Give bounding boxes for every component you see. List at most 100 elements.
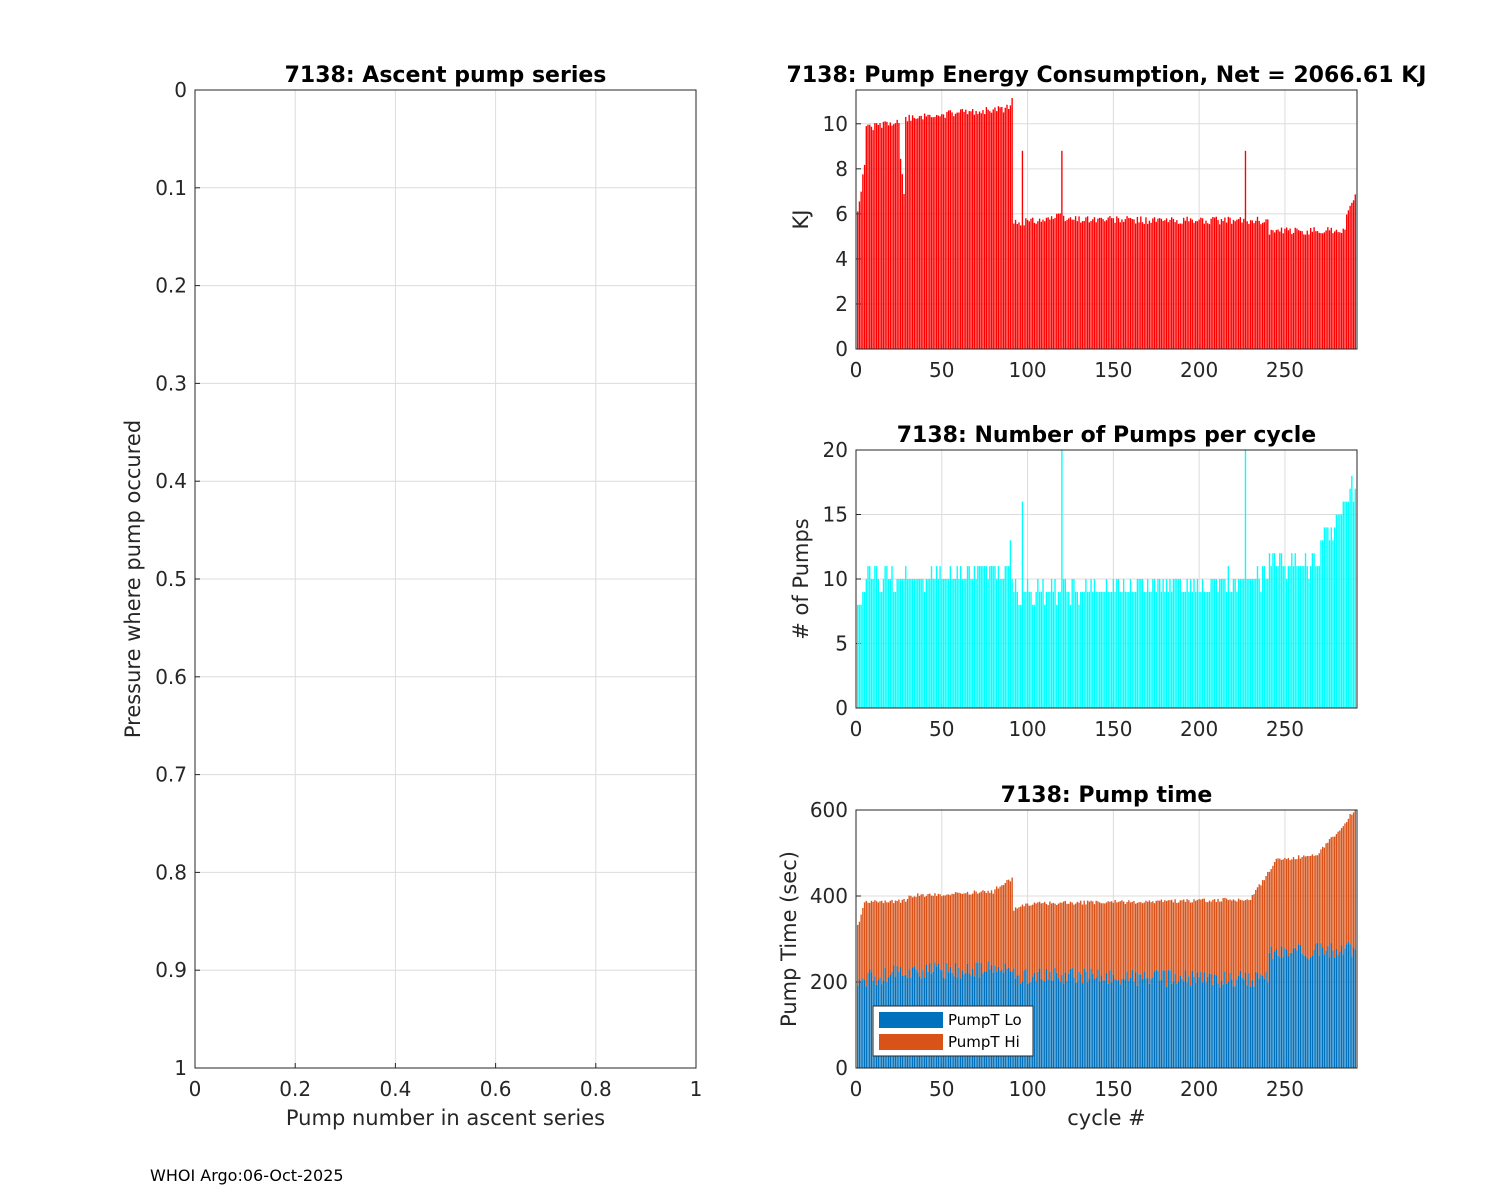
bar-pumpt-hi: [1191, 902, 1193, 971]
bar-pumpt-lo: [1195, 982, 1197, 1068]
bar-pumpt-hi: [939, 894, 941, 970]
bar-pumpt-lo: [1258, 978, 1260, 1068]
bar: [1110, 218, 1113, 349]
bar: [1081, 591, 1084, 708]
bar-pumpt-lo: [1212, 984, 1214, 1068]
y-tick-label: 0.5: [155, 567, 187, 591]
bar-pumpt-hi: [1315, 855, 1317, 944]
bar: [1208, 591, 1211, 708]
bar-pumpt-hi: [1001, 885, 1003, 970]
bar: [990, 566, 993, 708]
bar-pumpt-lo: [1143, 971, 1145, 1068]
bar: [1159, 579, 1161, 708]
bar: [1066, 219, 1068, 349]
chart-title: 7138: Number of Pumps per cycle: [897, 423, 1316, 448]
bar-pumpt-hi: [881, 900, 883, 985]
bar: [1126, 591, 1128, 708]
bar: [1244, 150, 1247, 349]
bar-pumpt-lo: [1346, 944, 1348, 1068]
bar: [994, 107, 996, 349]
bar-pumpt-hi: [1088, 901, 1091, 979]
bar-pumpt-hi: [920, 894, 922, 979]
bar-pumpt-lo: [1285, 949, 1288, 1068]
bar: [1272, 230, 1274, 349]
bar-pumpt-lo: [862, 978, 864, 1068]
bar-pumpt-lo: [1164, 970, 1166, 1068]
bar: [1129, 579, 1132, 708]
bar: [1037, 579, 1039, 708]
bar: [958, 579, 960, 708]
bar-pumpt-hi: [970, 894, 972, 976]
bar: [1146, 223, 1149, 349]
bar: [1198, 591, 1200, 708]
bar: [857, 604, 859, 708]
bar-pumpt-lo: [1224, 971, 1226, 1068]
bar-pumpt-hi: [884, 900, 886, 968]
bar-pumpt-hi: [1208, 900, 1211, 974]
bar: [1311, 231, 1314, 349]
bar: [1028, 221, 1030, 349]
bar: [1225, 591, 1228, 708]
bar-pumpt-lo: [1299, 945, 1302, 1068]
bar: [1196, 579, 1199, 708]
bar: [903, 579, 905, 708]
bar: [1210, 218, 1212, 349]
bar-pumpt-hi: [1181, 900, 1183, 979]
bar: [1073, 579, 1075, 708]
bar: [875, 123, 878, 349]
bar: [896, 119, 898, 349]
bar: [1256, 216, 1259, 349]
bar: [877, 124, 879, 349]
bar-pumpt-hi: [1045, 903, 1048, 969]
bar: [975, 110, 977, 350]
bar-pumpt-lo: [1086, 982, 1089, 1068]
bar-pumpt-hi: [1251, 894, 1254, 981]
bar-pumpt-hi: [1195, 900, 1197, 983]
bar: [860, 191, 862, 349]
bar-pumpt-hi: [968, 894, 970, 974]
bar-pumpt-lo: [1322, 947, 1324, 1068]
bar: [889, 122, 891, 349]
bar-pumpt-lo: [1093, 978, 1096, 1068]
bar-pumpt-hi: [1167, 900, 1169, 971]
bar: [1268, 234, 1271, 349]
bar: [956, 566, 958, 708]
bar-pumpt-lo: [1239, 970, 1242, 1068]
bar: [937, 115, 940, 349]
bar: [1246, 579, 1248, 708]
bar: [985, 107, 988, 349]
x-tick-label: 50: [929, 358, 954, 382]
bar: [1160, 591, 1163, 708]
bar: [1256, 566, 1259, 708]
bar-pumpt-hi: [1205, 901, 1207, 983]
bar: [1260, 591, 1262, 708]
bar: [1044, 221, 1046, 349]
bar-pumpt-lo: [1313, 949, 1315, 1068]
bar-pumpt-lo: [1145, 978, 1147, 1068]
bar: [1162, 579, 1164, 708]
bar: [908, 114, 910, 349]
bar-pumpt-hi: [908, 895, 910, 970]
bar: [1004, 566, 1006, 708]
bar-pumpt-lo: [1270, 946, 1272, 1068]
bar: [1088, 591, 1091, 708]
bar-pumpt-hi: [1078, 902, 1080, 972]
bar-pumpt-hi: [1219, 901, 1221, 988]
bar-pumpt-lo: [1038, 968, 1041, 1068]
bar-pumpt-hi: [1279, 858, 1281, 958]
bar-pumpt-lo: [1308, 959, 1310, 1068]
bar: [1071, 579, 1073, 708]
bar: [1095, 591, 1097, 708]
bar-pumpt-lo: [1342, 954, 1344, 1068]
bar-pumpt-hi: [1207, 902, 1209, 977]
bar: [1165, 579, 1168, 708]
bar: [1340, 233, 1343, 349]
bar: [1174, 579, 1176, 708]
bar-pumpt-lo: [1200, 972, 1202, 1068]
bar: [870, 126, 873, 349]
bar: [992, 566, 994, 708]
bar: [1083, 221, 1085, 349]
bar: [1093, 217, 1096, 349]
bar: [1145, 217, 1147, 349]
bar-pumpt-lo: [1306, 957, 1308, 1068]
